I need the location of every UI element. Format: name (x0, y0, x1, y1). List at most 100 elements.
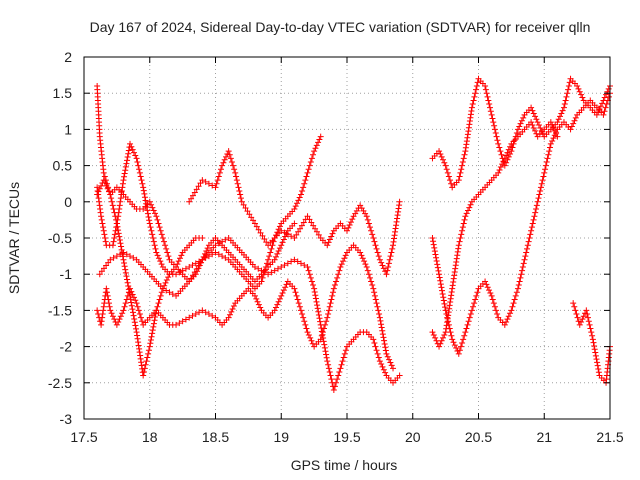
data-point (550, 135, 557, 142)
data-point (212, 184, 219, 191)
data-point (94, 191, 101, 198)
data-point (444, 319, 451, 326)
data-point (219, 162, 226, 169)
data-point (291, 235, 298, 241)
data-point (453, 258, 460, 265)
data-point (441, 159, 448, 166)
data-point (221, 156, 228, 163)
data-point (393, 218, 400, 225)
data-point (154, 303, 161, 310)
data-point (122, 300, 129, 307)
x-axis-label: GPS time / hours (291, 457, 398, 473)
data-point (448, 292, 455, 299)
data-point (117, 195, 124, 202)
data-point (153, 249, 160, 256)
data-point (562, 97, 569, 104)
data-point (213, 180, 220, 187)
data-point (127, 296, 134, 303)
data-point (166, 289, 173, 296)
data-point (459, 227, 466, 234)
data-point (453, 345, 460, 352)
data-point (488, 111, 495, 118)
data-point (337, 263, 344, 270)
data-point (150, 320, 157, 327)
data-point (110, 254, 117, 261)
data-point (537, 187, 544, 194)
data-point (316, 315, 323, 322)
data-point (487, 108, 494, 115)
data-point (535, 195, 542, 202)
data-point (135, 342, 142, 349)
data-point (135, 307, 142, 314)
data-point (322, 348, 329, 355)
data-point (268, 245, 275, 252)
data-point (100, 303, 107, 310)
data-point (304, 263, 311, 270)
data-point (121, 170, 128, 177)
data-point (462, 148, 469, 155)
data-point (551, 127, 558, 134)
data-point (378, 324, 385, 331)
data-point (279, 239, 286, 246)
data-point (377, 317, 384, 324)
data-point (176, 320, 183, 327)
data-point (248, 214, 255, 221)
data-point (471, 300, 478, 307)
data-point (394, 212, 401, 219)
data-point (514, 126, 521, 133)
data-point (117, 313, 124, 320)
data-point (515, 282, 522, 289)
data-point (528, 119, 535, 126)
data-point (155, 255, 162, 262)
data-point (299, 187, 306, 194)
data-point (371, 292, 378, 299)
data-point (163, 245, 170, 252)
data-point (483, 281, 490, 288)
data-point (313, 142, 320, 149)
data-point (268, 269, 275, 276)
data-point (189, 192, 196, 199)
data-point (342, 252, 349, 259)
data-point (176, 255, 183, 262)
data-point (320, 335, 327, 342)
data-point (122, 167, 129, 174)
data-point (454, 252, 461, 259)
data-point (314, 305, 321, 312)
data-point (113, 220, 120, 227)
data-point (109, 202, 116, 209)
data-point (130, 309, 137, 316)
data-point (574, 82, 581, 89)
data-point (467, 201, 474, 208)
data-point (127, 140, 134, 147)
data-point (533, 116, 540, 123)
data-point (379, 327, 386, 334)
data-point (182, 265, 189, 272)
data-point (308, 219, 315, 226)
data-point (373, 245, 380, 252)
data-point (214, 177, 221, 184)
data-point (390, 242, 397, 249)
data-point (238, 198, 245, 205)
data-point (202, 309, 209, 316)
data-point (509, 303, 516, 310)
data-point (255, 301, 262, 308)
data-point (150, 207, 157, 214)
data-point (149, 327, 156, 334)
data-point (120, 177, 127, 184)
data-point (394, 215, 401, 222)
data-point (131, 319, 138, 326)
data-point (147, 224, 154, 231)
data-point (272, 304, 279, 311)
data-point (601, 94, 608, 101)
data-point (507, 310, 514, 317)
data-point (163, 276, 170, 283)
data-point (163, 287, 170, 294)
data-point (599, 100, 606, 107)
data-point (383, 271, 390, 278)
data-point (304, 213, 311, 220)
data-point (529, 107, 536, 114)
data-point (189, 312, 196, 319)
data-point (505, 313, 512, 320)
data-point (469, 101, 476, 108)
data-point (154, 216, 161, 223)
